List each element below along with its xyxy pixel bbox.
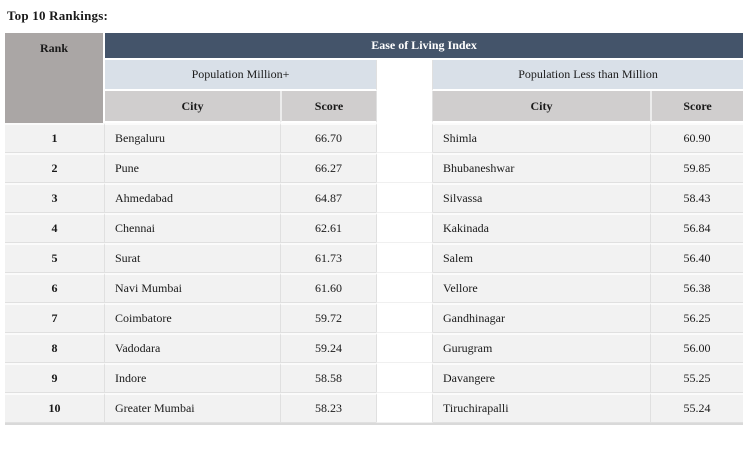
spacer-cell [376, 363, 433, 393]
rank-cell: 5 [5, 243, 105, 273]
score-less-than-million-cell: 55.24 [650, 393, 744, 423]
score-million-plus-cell: 64.87 [280, 183, 376, 213]
rank-cell: 6 [5, 273, 105, 303]
score-million-plus-cell: 59.24 [280, 333, 376, 363]
page-title: Top 10 Rankings: [7, 8, 108, 23]
city-header-less-than-million: City [433, 91, 650, 123]
spacer-cell [376, 213, 433, 243]
score-million-plus-cell: 61.60 [280, 273, 376, 303]
score-million-plus-cell: 62.61 [280, 213, 376, 243]
city-less-than-million-cell: Kakinada [433, 213, 650, 243]
score-million-plus-cell: 58.58 [280, 363, 376, 393]
score-million-plus-cell: 61.73 [280, 243, 376, 273]
city-less-than-million-cell: Gandhinagar [433, 303, 650, 333]
rank-cell: 1 [5, 123, 105, 153]
spacer-cell [376, 303, 433, 333]
column-header-row: City Score City Score [5, 91, 744, 123]
city-less-than-million-cell: Tiruchirapalli [433, 393, 650, 423]
rank-cell: 4 [5, 213, 105, 243]
score-million-plus-cell: 59.72 [280, 303, 376, 333]
table-row: 8 Vadodara 59.24 Gurugram 56.00 [5, 333, 744, 363]
rank-cell: 8 [5, 333, 105, 363]
group-header-row: Population Million+ Population Less than… [5, 60, 744, 91]
table-row: 9 Indore 58.58 Davangere 55.25 [5, 363, 744, 393]
table-row: 3 Ahmedabad 64.87 Silvassa 58.43 [5, 183, 744, 213]
rank-cell: 2 [5, 153, 105, 183]
rank-cell: 10 [5, 393, 105, 423]
score-less-than-million-cell: 60.90 [650, 123, 744, 153]
city-million-plus-cell: Navi Mumbai [105, 273, 280, 303]
table-row: 5 Surat 61.73 Salem 56.40 [5, 243, 744, 273]
city-less-than-million-cell: Silvassa [433, 183, 650, 213]
rank-column-header: Rank [5, 33, 105, 123]
table-row: 7 Coimbatore 59.72 Gandhinagar 56.25 [5, 303, 744, 333]
city-less-than-million-cell: Salem [433, 243, 650, 273]
table-row: 1 Bengaluru 66.70 Shimla 60.90 [5, 123, 744, 153]
spacer-cell [376, 393, 433, 423]
city-million-plus-cell: Coimbatore [105, 303, 280, 333]
table-title: Ease of Living Index [105, 33, 744, 60]
city-million-plus-cell: Bengaluru [105, 123, 280, 153]
table-row: 2 Pune 66.27 Bhubaneshwar 59.85 [5, 153, 744, 183]
spacer-cell [376, 243, 433, 273]
city-less-than-million-cell: Gurugram [433, 333, 650, 363]
city-less-than-million-cell: Bhubaneshwar [433, 153, 650, 183]
city-header-million-plus: City [105, 91, 280, 123]
rank-cell: 9 [5, 363, 105, 393]
score-less-than-million-cell: 59.85 [650, 153, 744, 183]
table-row: 6 Navi Mumbai 61.60 Vellore 56.38 [5, 273, 744, 303]
table-title-row: Rank Ease of Living Index [5, 33, 744, 123]
spacer-cell [376, 183, 433, 213]
city-less-than-million-cell: Davangere [433, 363, 650, 393]
score-less-than-million-cell: 56.38 [650, 273, 744, 303]
city-less-than-million-cell: Shimla [433, 123, 650, 153]
score-less-than-million-cell: 55.25 [650, 363, 744, 393]
score-million-plus-cell: 66.27 [280, 153, 376, 183]
group-header-less-than-million: Population Less than Million [433, 60, 744, 91]
city-million-plus-cell: Vadodara [105, 333, 280, 363]
city-million-plus-cell: Pune [105, 153, 280, 183]
city-million-plus-cell: Indore [105, 363, 280, 393]
city-million-plus-cell: Chennai [105, 213, 280, 243]
score-less-than-million-cell: 58.43 [650, 183, 744, 213]
spacer-cell [376, 153, 433, 183]
rankings-table: Rank Ease of Living Index Population Mil… [5, 33, 744, 425]
group-header-million-plus: Population Million+ [105, 60, 376, 91]
rank-cell: 3 [5, 183, 105, 213]
city-less-than-million-cell: Vellore [433, 273, 650, 303]
score-less-than-million-cell: 56.00 [650, 333, 744, 363]
spacer-cell [376, 91, 433, 123]
spacer-cell [376, 60, 433, 91]
spacer-cell [376, 273, 433, 303]
spacer-cell [376, 333, 433, 363]
score-less-than-million-cell: 56.84 [650, 213, 744, 243]
rank-cell: 7 [5, 303, 105, 333]
table-row: 4 Chennai 62.61 Kakinada 56.84 [5, 213, 744, 243]
city-million-plus-cell: Greater Mumbai [105, 393, 280, 423]
city-million-plus-cell: Ahmedabad [105, 183, 280, 213]
table-row: 10 Greater Mumbai 58.23 Tiruchirapalli 5… [5, 393, 744, 423]
city-million-plus-cell: Surat [105, 243, 280, 273]
spacer-cell [376, 123, 433, 153]
score-less-than-million-cell: 56.40 [650, 243, 744, 273]
score-million-plus-cell: 58.23 [280, 393, 376, 423]
score-million-plus-cell: 66.70 [280, 123, 376, 153]
score-less-than-million-cell: 56.25 [650, 303, 744, 333]
score-header-million-plus: Score [280, 91, 376, 123]
score-header-less-than-million: Score [650, 91, 744, 123]
